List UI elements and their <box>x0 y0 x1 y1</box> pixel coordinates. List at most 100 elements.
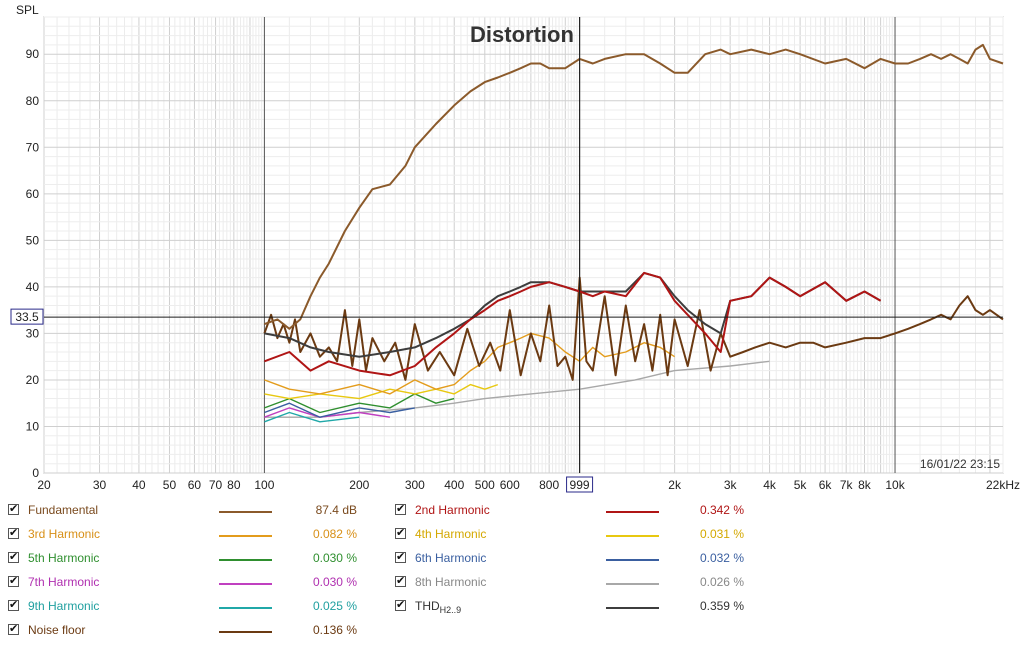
x-tick-label: 2k <box>668 478 682 492</box>
legend-label: 4th Harmonic <box>415 527 486 541</box>
distortion-chart[interactable]: 33.5 999 0 10 20 30 40 50 60 70 80 90 20 30 40 50 60 70 8… <box>0 0 1024 498</box>
legend-swatch <box>606 607 659 609</box>
legend-value: 0.026 % <box>699 575 744 589</box>
legend-swatch <box>219 631 272 633</box>
legend-checkbox[interactable] <box>8 622 19 635</box>
legend-swatch <box>606 511 659 513</box>
x-tick-label: 30 <box>93 478 107 492</box>
legend: Fundamental 87.4 dB 2nd Harmonic 0.342 % 3rd… <box>0 498 1024 645</box>
legend-value: 0.030 % <box>312 551 357 565</box>
legend-swatch <box>606 583 659 585</box>
x-tick-label: 400 <box>444 478 464 492</box>
legend-value: 0.031 % <box>699 527 744 541</box>
x-tick-label: 8k <box>858 478 872 492</box>
x-tick-label: 10k <box>885 478 905 492</box>
legend-label: 9th Harmonic <box>28 599 99 613</box>
y-tick-label: 60 <box>26 187 40 201</box>
chart-title: Distortion <box>470 22 574 47</box>
plot-area[interactable] <box>43 16 1004 474</box>
legend-item-thd: THDH2..9 0.359 % <box>395 596 744 618</box>
fundamental-line <box>264 43 1004 330</box>
y-tick-label: 50 <box>26 233 40 247</box>
x-tick-label: 100 <box>254 478 274 492</box>
legend-label-text: Noise floor <box>28 623 86 637</box>
legend-swatch <box>219 511 272 513</box>
axes: 0 10 20 30 40 50 60 70 80 90 20 30 40 50 60 70 80 100 200 3… <box>26 47 1020 492</box>
legend-checkbox[interactable] <box>8 598 19 611</box>
cursor-x-readout-box <box>566 476 594 493</box>
legend-value: 0.359 % <box>699 599 744 613</box>
legend-label-text: 9th Harmonic <box>28 599 100 613</box>
legend-item-3rd-harmonic: 3rd Harmonic 0.082 % <box>8 524 357 546</box>
x-tick-label: 5k <box>794 478 808 492</box>
legend-value: 0.030 % <box>312 575 357 589</box>
legend-swatch <box>606 559 659 561</box>
legend-label-subscript: H2..9 <box>439 605 462 615</box>
legend-checkbox[interactable] <box>8 526 19 539</box>
legend-item-noise-floor: Noise floor 0.136 % <box>8 620 357 642</box>
legend-checkbox[interactable] <box>395 550 406 563</box>
x-tick-label: 300 <box>405 478 425 492</box>
y-axis-label: SPL <box>16 3 39 17</box>
legend-value: 0.082 % <box>312 527 357 541</box>
minor-grid <box>43 16 1004 474</box>
series-layer <box>263 43 1004 423</box>
3rd-harmonic-line <box>264 332 675 395</box>
legend-checkbox[interactable] <box>395 574 406 587</box>
x-tick-label: 500 <box>475 478 495 492</box>
cursor[interactable]: 33.5 999 <box>10 17 1003 493</box>
legend-label: Fundamental <box>28 503 98 517</box>
legend-label-text: 3rd Harmonic <box>28 527 101 541</box>
legend-label: 3rd Harmonic <box>28 527 100 541</box>
legend-swatch <box>219 559 272 561</box>
x-tick-label: 40 <box>132 478 146 492</box>
y-tick-label: 70 <box>26 140 40 154</box>
legend-swatch <box>219 583 272 585</box>
legend-item-6th-harmonic: 6th Harmonic 0.032 % <box>395 548 744 570</box>
x-tick-label: 4k <box>763 478 777 492</box>
legend-label-text: 7th Harmonic <box>28 575 100 589</box>
x-tick-label: 80 <box>227 478 241 492</box>
cursor-x-readout: 999 <box>570 478 590 492</box>
legend-label-text: THD <box>415 599 440 613</box>
legend-item-fundamental: Fundamental 87.4 dB <box>8 500 357 522</box>
noise-floor-line <box>263 276 1004 381</box>
legend-label: 5th Harmonic <box>28 551 99 565</box>
timestamp: 16/01/22 23:15 <box>920 457 1000 471</box>
legend-checkbox[interactable] <box>8 502 19 515</box>
legend-label: THDH2..9 <box>415 599 461 615</box>
legend-swatch <box>219 607 272 609</box>
legend-label-text: 5th Harmonic <box>28 551 100 565</box>
legend-checkbox[interactable] <box>395 502 406 515</box>
4th-harmonic-line <box>264 383 499 400</box>
legend-value: 0.136 % <box>312 623 357 637</box>
legend-value: 87.4 dB <box>315 503 357 517</box>
y-tick-label: 40 <box>26 280 40 294</box>
y-tick-label: 20 <box>26 373 40 387</box>
x-tick-label: 50 <box>163 478 177 492</box>
9th-harmonic-line <box>264 411 360 423</box>
legend-label: 6th Harmonic <box>415 551 486 565</box>
legend-value: 0.032 % <box>699 551 744 565</box>
legend-item-8th-harmonic: 8th Harmonic 0.026 % <box>395 572 744 594</box>
legend-label: 2nd Harmonic <box>415 503 490 517</box>
x-tick-label: 70 <box>209 478 223 492</box>
legend-checkbox[interactable] <box>395 526 406 539</box>
legend-item-4th-harmonic: 4th Harmonic 0.031 % <box>395 524 744 546</box>
legend-checkbox[interactable] <box>8 550 19 563</box>
cursor-y-readout: 33.5 <box>15 310 39 324</box>
legend-item-2nd-harmonic: 2nd Harmonic 0.342 % <box>395 500 744 522</box>
legend-checkbox[interactable] <box>8 574 19 587</box>
x-tick-label: 22kHz <box>986 478 1020 492</box>
legend-item-7th-harmonic: 7th Harmonic 0.030 % <box>8 572 357 594</box>
legend-value: 0.342 % <box>699 503 744 517</box>
legend-label-text: 2nd Harmonic <box>415 503 490 517</box>
x-tick-label: 60 <box>188 478 202 492</box>
x-tick-label: 6k <box>819 478 833 492</box>
x-tick-label: 200 <box>349 478 369 492</box>
y-tick-label: 90 <box>26 47 40 61</box>
2nd-harmonic-line <box>264 271 882 377</box>
legend-item-9th-harmonic: 9th Harmonic 0.025 % <box>8 596 357 618</box>
legend-checkbox[interactable] <box>395 598 406 611</box>
legend-swatch <box>606 535 659 537</box>
